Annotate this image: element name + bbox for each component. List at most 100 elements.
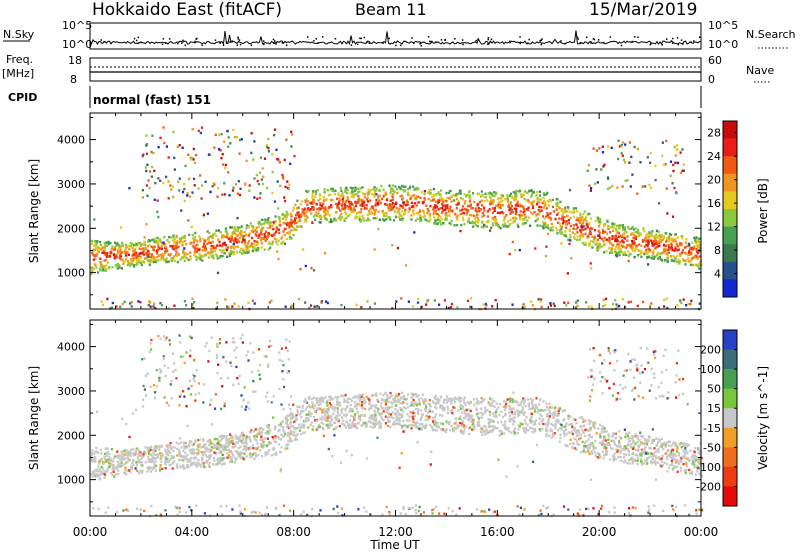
data-cell (233, 239, 236, 242)
data-cell (464, 208, 467, 211)
data-cell (209, 241, 212, 245)
scatter-cell (253, 196, 256, 199)
data-cell (219, 244, 222, 247)
data-cell (285, 215, 288, 218)
scatter-cell (173, 156, 176, 160)
data-cell (493, 411, 496, 415)
scatter-cell (466, 299, 470, 303)
data-cell (519, 403, 522, 407)
data-cell (131, 254, 134, 257)
scatter-cell (259, 192, 262, 195)
data-cell (549, 429, 552, 433)
data-cell (445, 216, 448, 219)
data-cell (189, 459, 192, 462)
scatter-cell (150, 150, 153, 154)
data-cell (90, 242, 94, 245)
scatter-cell (197, 187, 200, 190)
data-cell (261, 455, 264, 458)
data-cell (349, 186, 352, 189)
data-cell (339, 209, 342, 212)
data-cell (121, 244, 124, 248)
data-cell (353, 415, 356, 418)
data-cell (275, 436, 278, 440)
data-cell (238, 231, 241, 234)
data-cell (214, 246, 217, 250)
data-cell (360, 404, 363, 407)
data-cell (609, 230, 612, 234)
data-cell (446, 411, 449, 415)
data-cell (96, 252, 99, 256)
scatter-cell (636, 147, 639, 151)
data-cell (665, 240, 668, 243)
data-cell (414, 197, 417, 200)
scatter-cell (447, 306, 450, 310)
data-cell (452, 406, 455, 409)
data-cell (176, 254, 179, 257)
data-cell (404, 208, 407, 211)
data-cell (159, 253, 162, 256)
scatter-cell (266, 145, 269, 149)
data-cell (598, 453, 601, 456)
data-cell (584, 227, 587, 231)
data-cell (632, 435, 635, 438)
data-cell (617, 440, 621, 443)
data-cell (512, 196, 516, 199)
data-cell (511, 400, 515, 404)
data-cell (318, 194, 322, 197)
scatter-cell (183, 187, 186, 191)
data-cell (351, 186, 354, 190)
scatter-cell (420, 305, 423, 309)
data-cell (441, 206, 444, 210)
data-cell (153, 245, 156, 248)
data-cell (658, 255, 661, 259)
data-cell (440, 223, 443, 226)
data-cell (492, 199, 495, 202)
data-cell (319, 407, 322, 411)
data-cell (660, 444, 663, 447)
data-cell (538, 209, 541, 212)
scatter-cell (511, 240, 514, 244)
data-cell (534, 403, 537, 407)
data-cell (603, 223, 606, 226)
data-cell (338, 215, 341, 218)
data-cell (110, 248, 113, 251)
data-cell (324, 213, 327, 216)
data-cell (300, 426, 303, 429)
data-cell (260, 231, 263, 234)
data-cell (257, 454, 260, 457)
data-cell (340, 409, 343, 412)
data-cell (531, 212, 534, 216)
data-cell (159, 258, 163, 261)
data-cell (519, 189, 522, 192)
noise-search-point (356, 43, 359, 46)
scatter-cell (172, 130, 175, 134)
data-cell (324, 396, 327, 399)
data-cell (654, 454, 657, 458)
data-cell (363, 219, 366, 222)
scatter-cell (233, 302, 236, 305)
noise-search-point (250, 44, 253, 46)
data-cell (138, 449, 141, 453)
scatter-cell (171, 185, 174, 188)
data-cell (116, 466, 119, 469)
data-cell (415, 186, 418, 190)
scatter-cell (681, 148, 684, 151)
data-cell (650, 257, 653, 260)
data-cell (640, 249, 643, 253)
data-cell (423, 196, 426, 200)
data-cell (471, 192, 475, 195)
data-cell (619, 240, 622, 244)
data-cell (410, 218, 413, 221)
scatter-cell (260, 178, 263, 181)
data-cell (319, 216, 322, 219)
data-cell (360, 395, 363, 398)
data-cell (439, 197, 442, 200)
data-cell (203, 242, 206, 246)
data-cell (429, 218, 432, 221)
data-cell (612, 229, 615, 232)
data-cell (228, 456, 231, 459)
data-cell (530, 203, 533, 206)
scatter-cell (324, 252, 327, 255)
data-cell (345, 421, 348, 424)
